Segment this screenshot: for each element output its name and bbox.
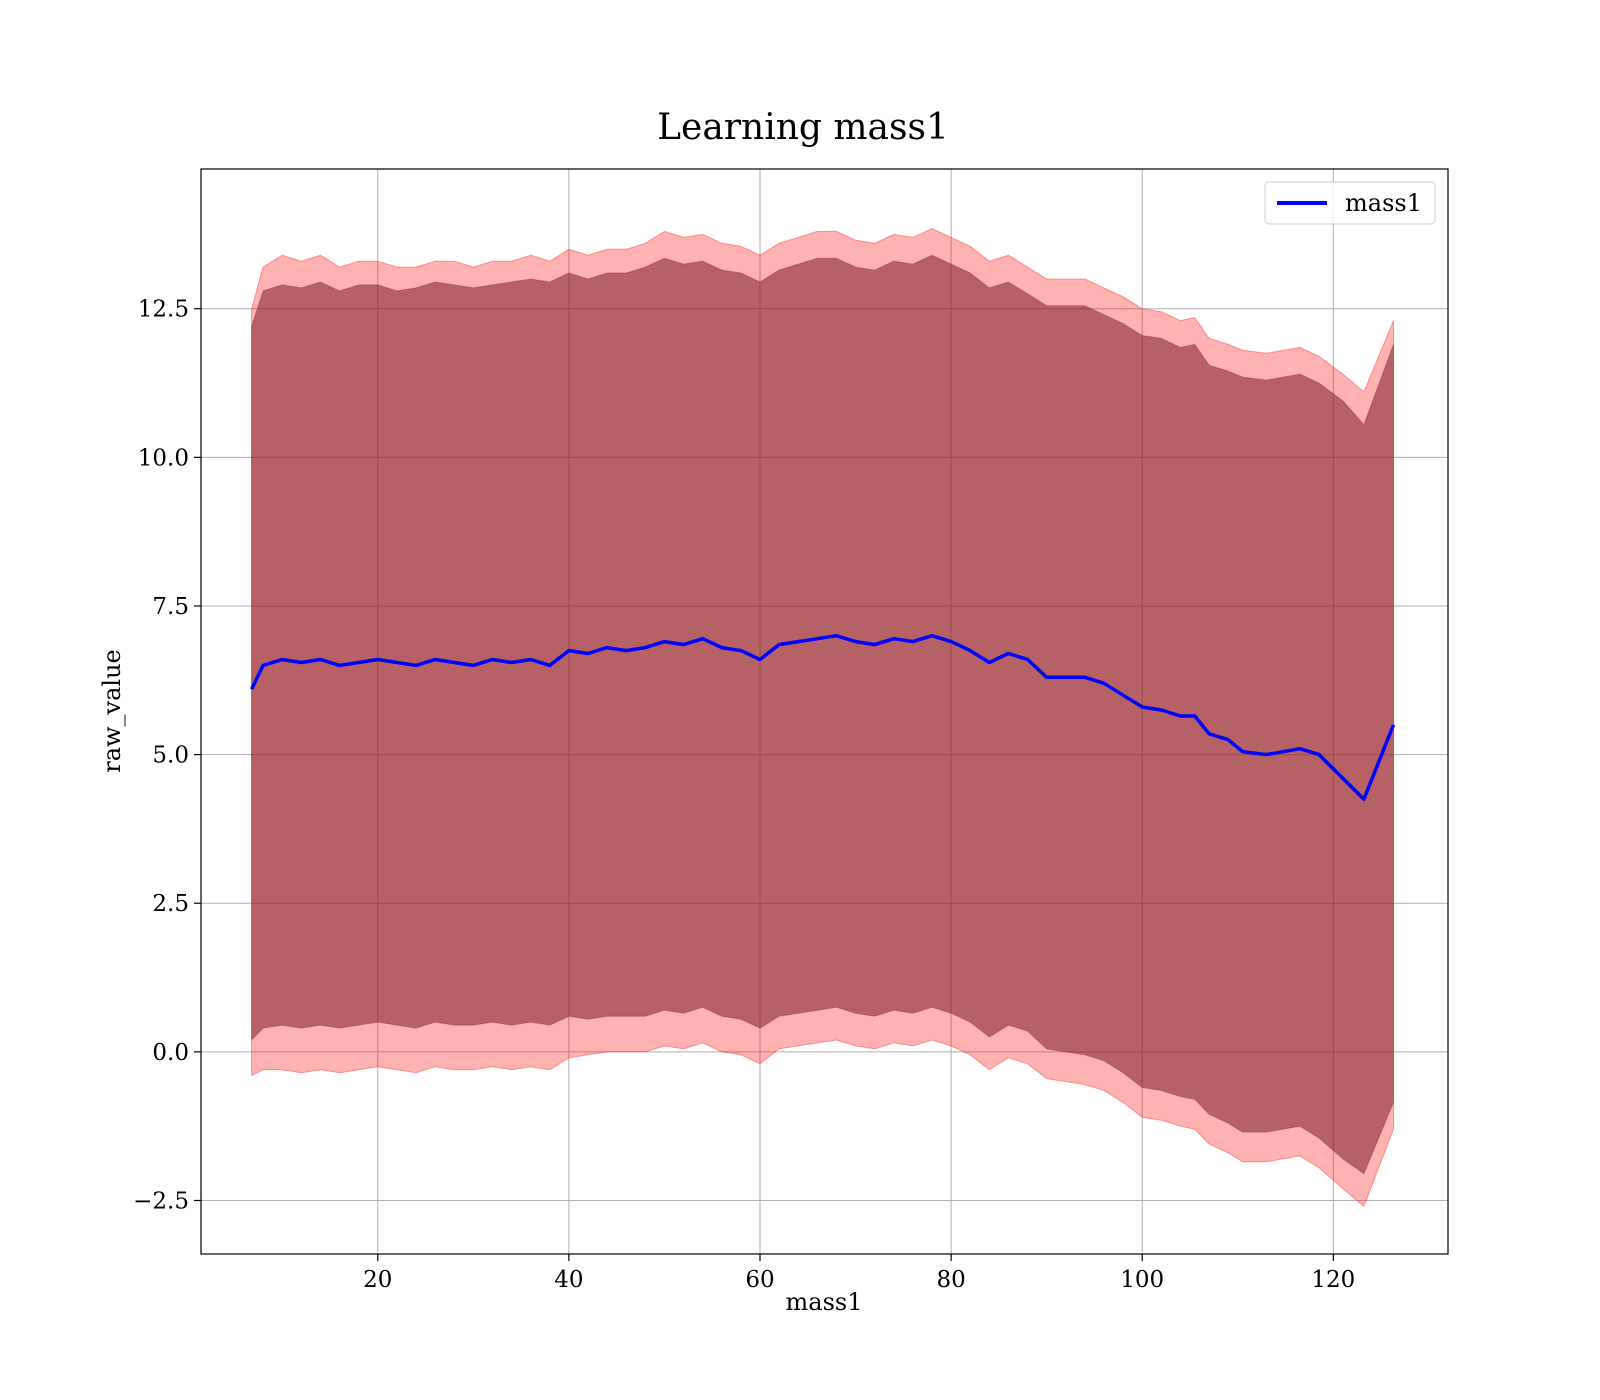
x-tick-label: 40 [554,1267,583,1293]
x-axis-label: mass1 [786,1288,863,1316]
chart-title: Learning mass1 [657,107,949,148]
legend-box [1264,181,1436,225]
y-tick-label: 12.5 [138,297,189,323]
y-tick-label: 7.5 [152,594,189,620]
x-tick-label: 120 [1311,1267,1355,1293]
plot-area-frame [200,168,1449,1255]
y-tick-label: −2.5 [133,1188,189,1214]
y-tick-label: 0.0 [152,1040,189,1066]
series-line-mass1 [250,633,1396,801]
data-series [250,633,1396,801]
y-tick-label: 2.5 [152,891,189,917]
y-tick-label: 10.0 [138,445,189,471]
confidence-band-1 [251,254,1394,1175]
legend-label-mass1: mass1 [1345,189,1422,217]
x-tick-label: 100 [1120,1267,1164,1293]
y-tick-label: 5.0 [152,743,189,769]
x-tick-label: 20 [363,1267,392,1293]
confidence-bands [251,227,1394,1208]
axis-ticks: 20 40 60 80 100 120 −2.5 0.0 2.5 5.0 7.5 10.0 12.5 [133,297,1355,1293]
y-axis-label: raw_value [98,649,126,773]
legend: mass1 [1264,181,1436,225]
x-tick-label: 60 [745,1267,774,1293]
x-tick-label: 80 [936,1267,965,1293]
